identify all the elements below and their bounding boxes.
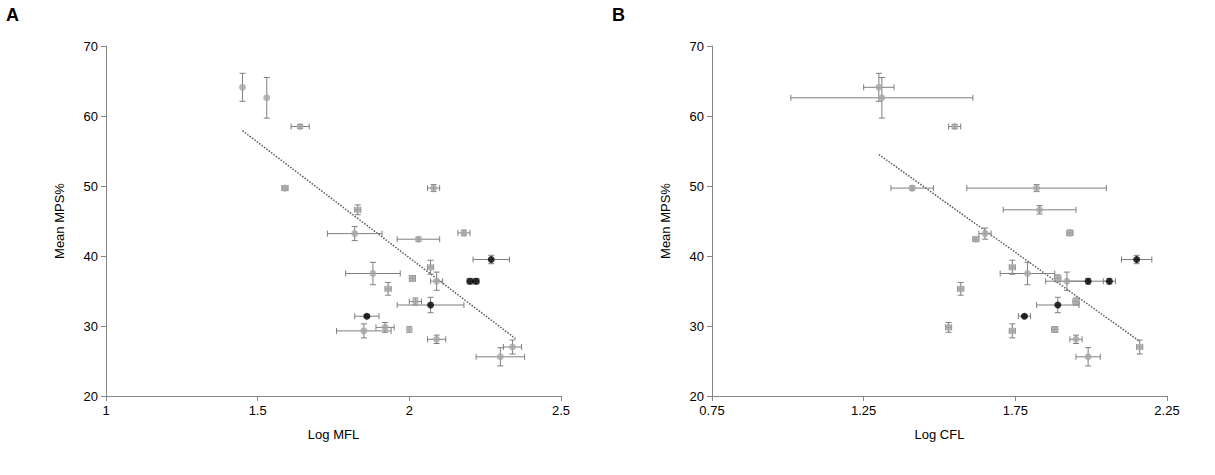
svg-text:1.25: 1.25	[851, 403, 876, 418]
svg-text:0.75: 0.75	[699, 403, 724, 418]
svg-text:1.75: 1.75	[1003, 403, 1028, 418]
svg-text:Log CFL: Log CFL	[915, 427, 965, 442]
svg-text:2.25: 2.25	[1154, 403, 1179, 418]
svg-text:A: A	[6, 5, 19, 25]
svg-text:60: 60	[690, 109, 704, 124]
svg-text:Log MFL: Log MFL	[308, 427, 359, 442]
svg-text:Mean MPS%: Mean MPS%	[52, 183, 67, 259]
svg-text:70: 70	[84, 39, 98, 54]
svg-text:50: 50	[690, 179, 704, 194]
svg-text:2.5: 2.5	[552, 403, 570, 418]
svg-text:30: 30	[690, 319, 704, 334]
svg-text:40: 40	[84, 249, 98, 264]
svg-text:1.5: 1.5	[249, 403, 267, 418]
svg-text:B: B	[612, 5, 625, 25]
svg-text:20: 20	[690, 389, 704, 404]
svg-text:70: 70	[690, 39, 704, 54]
svg-text:30: 30	[84, 319, 98, 334]
svg-text:60: 60	[84, 109, 98, 124]
svg-text:50: 50	[84, 179, 98, 194]
svg-text:1: 1	[102, 403, 109, 418]
svg-text:20: 20	[84, 389, 98, 404]
svg-text:2: 2	[406, 403, 413, 418]
svg-text:Mean MPS%: Mean MPS%	[658, 183, 673, 259]
svg-text:40: 40	[690, 249, 704, 264]
